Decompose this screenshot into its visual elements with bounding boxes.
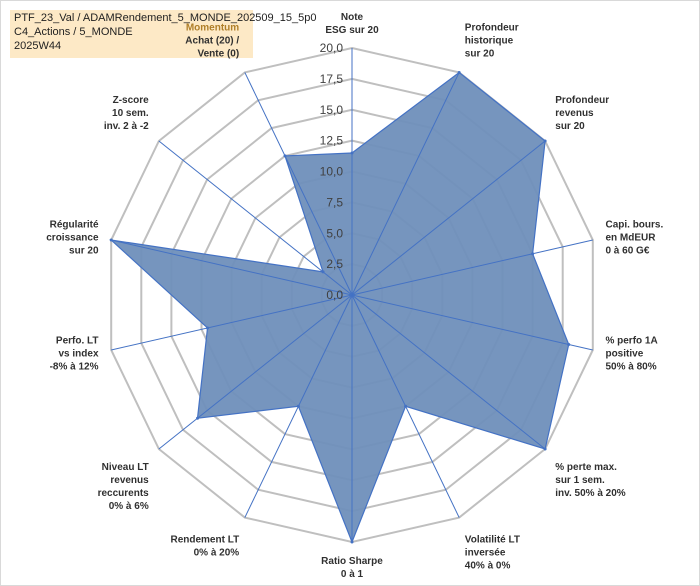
axis-label-0: Note ESG sur 20: [325, 12, 379, 36]
header-category: C4_Actions / 5_MONDE: [14, 26, 133, 38]
tick-label-6: 15,0: [320, 103, 344, 117]
axis-label-6: Volatilité LT inversée 40% à 0%: [465, 534, 520, 571]
axis-spoke-5: [351, 294, 546, 450]
axis-spoke-13: [244, 72, 353, 296]
axis-label-2: Profondeur revenus sur 20: [555, 95, 609, 132]
tick-label-0: 0,0: [326, 288, 343, 302]
data-point-4: [567, 342, 571, 346]
axis-spoke-3: [351, 239, 593, 296]
axis-spoke-9: [158, 294, 353, 450]
axis-label-9: Niveau LT revenus reccurents 0% à 6%: [98, 462, 150, 512]
header-week: 2025W44: [14, 40, 62, 52]
data-point-1: [457, 70, 461, 74]
axis-label-7: Ratio Sharpe 0 à 1: [321, 556, 383, 580]
data-point-5: [543, 447, 547, 451]
header-portfolio: PTF_23_Val / ADAMRendement_5_MONDE_20250…: [14, 12, 317, 24]
tick-label-7: 17,5: [320, 72, 344, 86]
tick-label-5: 12,5: [320, 134, 344, 148]
axis-label-4: % perfo 1A positive 50% à 80%: [605, 335, 657, 372]
axis-label-11: Régularité croissance sur 20: [46, 220, 99, 257]
data-point-6: [404, 404, 408, 408]
tick-label-3: 7,5: [326, 195, 343, 209]
axis-label-8: Rendement LT 0% à 20%: [170, 534, 239, 558]
data-point-3: [531, 252, 535, 256]
tick-label-1: 2,5: [326, 257, 343, 271]
tick-label-2: 5,0: [326, 226, 343, 240]
data-point-2: [543, 139, 547, 143]
tick-label-8: 20,0: [320, 41, 344, 55]
axis-label-12: Z-score 10 sem. inv. 2 à -2: [104, 95, 149, 132]
data-point-9: [196, 416, 200, 420]
axis-spoke-11: [111, 239, 353, 296]
axis-label-13: Momentum Achat (20) / Vente (0): [185, 23, 239, 60]
data-point-12: [321, 270, 325, 274]
chart-header: PTF_23_Val / ADAMRendement_5_MONDE_20250…: [10, 10, 317, 58]
axis-spoke-10: [111, 294, 353, 351]
axis-spoke-4: [351, 294, 593, 351]
data-point-7: [350, 540, 354, 544]
axis-spoke-1: [351, 72, 460, 296]
axis-label-3: Capi. bours. en MdEUR 0 à 60 G€: [605, 220, 663, 257]
axis-label-1: Profondeur historique sur 20: [465, 23, 519, 60]
data-point-13: [283, 154, 287, 158]
tick-label-4: 10,0: [320, 165, 344, 179]
axis-label-5: % perte max. sur 1 sem. inv. 50% à 20%: [555, 462, 626, 499]
axis-label-10: Perfo. LT vs index -8% à 12%: [50, 335, 99, 372]
data-point-11: [109, 238, 113, 242]
data-point-8: [296, 404, 300, 408]
axis-spoke-12: [158, 140, 353, 296]
axis-spoke-2: [351, 140, 546, 296]
data-point-10: [206, 326, 210, 330]
data-point-0: [350, 151, 354, 155]
